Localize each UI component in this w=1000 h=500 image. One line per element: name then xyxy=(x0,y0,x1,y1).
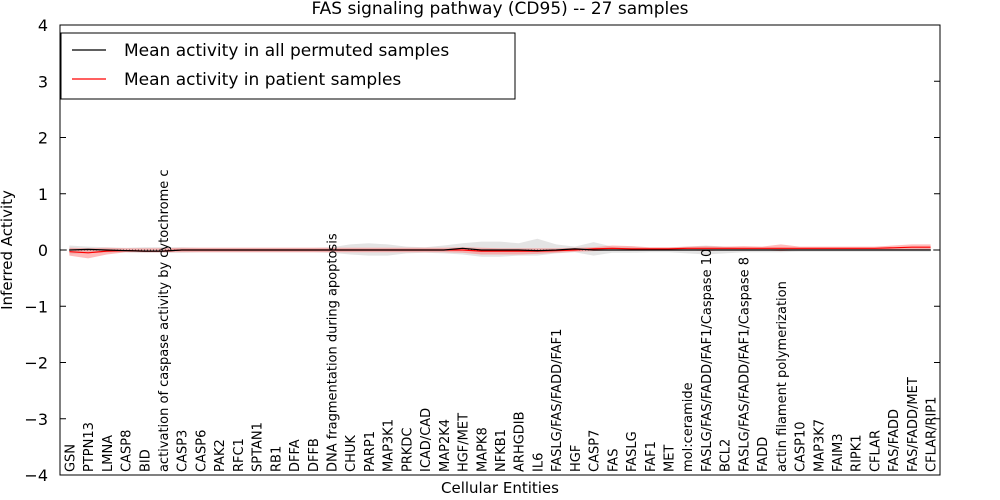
y-tick-label: 4 xyxy=(38,16,48,35)
x-category-label: NFKB1 xyxy=(494,429,509,472)
x-category-label: MAP3K1 xyxy=(382,419,397,472)
x-category-label: CASP6 xyxy=(194,430,209,472)
x-category-label: FASLG/FAS/FADD/FAF1/Caspase 8 xyxy=(737,257,752,472)
x-category-label: PAK2 xyxy=(213,439,228,472)
y-tick-label: 0 xyxy=(38,241,48,260)
x-category-label: RB1 xyxy=(269,446,284,472)
x-category-label: BID xyxy=(138,449,153,472)
x-category-label: SPTAN1 xyxy=(251,422,266,472)
x-category-label: FASLG xyxy=(625,431,640,472)
legend-label-patient: Mean activity in patient samples xyxy=(124,70,401,90)
x-category-label: FAS/FADD xyxy=(887,409,902,472)
y-tick-label: −2 xyxy=(24,354,48,373)
x-category-label: IL6 xyxy=(531,453,546,472)
x-category-label: FADD xyxy=(756,437,771,472)
y-tick-label: 1 xyxy=(38,185,48,204)
x-category-label: CFLAR/RIP1 xyxy=(925,397,940,472)
x-category-label: RFC1 xyxy=(232,438,247,472)
y-tick-label: −3 xyxy=(24,410,48,429)
x-category-label: FAS/FADD/MET xyxy=(906,377,921,472)
x-category-label: FASLG/FAS/FADD/FAF1/Caspase 10 xyxy=(700,249,715,472)
x-category-label: HGF xyxy=(569,445,584,472)
x-category-label: CASP7 xyxy=(588,430,603,472)
x-category-label: PRKDC xyxy=(400,428,415,472)
x-category-label: MAP2K4 xyxy=(438,419,453,472)
x-category-label: DFFA xyxy=(288,439,303,472)
y-tick-label: −1 xyxy=(24,297,48,316)
x-category-label: MET xyxy=(663,445,678,472)
x-category-label: MAP3K7 xyxy=(812,419,827,472)
x-category-label: activation of caspase activity by cytoch… xyxy=(157,169,172,472)
line-permuted xyxy=(69,247,931,252)
chart-title: FAS signaling pathway (CD95) -- 27 sampl… xyxy=(311,0,688,19)
x-axis-label: Cellular Entities xyxy=(441,479,559,497)
x-category-label: CASP10 xyxy=(794,421,809,472)
x-category-label: actin filament polymerization xyxy=(775,281,790,472)
x-category-label: DFFB xyxy=(307,438,322,472)
x-category-label: CASP8 xyxy=(120,430,135,472)
legend-box xyxy=(60,32,516,100)
x-category-label: ICAD/CAD xyxy=(419,408,434,472)
x-category-label: PARP1 xyxy=(363,431,378,472)
y-tick-label: 3 xyxy=(38,72,48,91)
legend: Mean activity in all permuted samples Me… xyxy=(60,32,516,100)
x-category-label: CASP3 xyxy=(176,430,191,472)
x-category-label: BCL2 xyxy=(719,439,734,472)
x-category-label: PTPN13 xyxy=(82,422,97,472)
plot-frame xyxy=(59,24,941,476)
x-category-label: FAIM3 xyxy=(831,433,846,472)
legend-label-permuted: Mean activity in all permuted samples xyxy=(124,41,449,61)
x-category-label: GSN xyxy=(63,444,78,472)
x-category-label: HGF/MET xyxy=(457,413,472,472)
x-category-label: LMNA xyxy=(101,435,116,472)
x-category-label: ARHGDIB xyxy=(513,411,528,472)
x-category-label: FAF1 xyxy=(644,441,659,472)
x-category-label: FAS xyxy=(606,449,621,472)
y-tick-label: 2 xyxy=(38,129,48,148)
x-category-label: mol:ceramide xyxy=(681,382,696,472)
x-category-label: CHUK xyxy=(344,435,359,472)
x-category-label: CFLAR xyxy=(869,430,884,472)
x-category-label: MAPK8 xyxy=(475,427,490,472)
x-category-label: FASLG/FAS/FADD/FAF1 xyxy=(550,329,565,472)
y-tick-label: −4 xyxy=(24,466,48,485)
y-axis-label: Inferred Activity xyxy=(0,190,16,310)
x-category-label: DNA fragmentation during apoptosis xyxy=(326,233,341,472)
x-category-label: RIPK1 xyxy=(850,434,865,472)
